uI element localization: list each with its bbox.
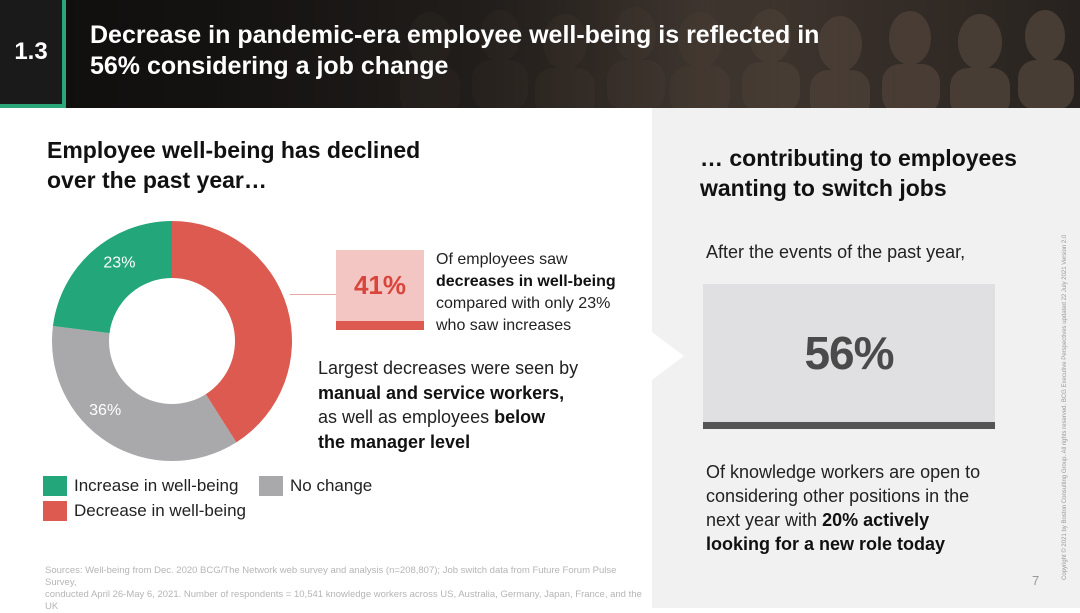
job-change-stat-box: 56% [703, 284, 995, 429]
legend-item-no-change: No change [259, 476, 372, 496]
sources-line2: conducted April 26-May 6, 2021. Number o… [45, 589, 642, 612]
largest-line1: Largest decreases were seen by [318, 358, 579, 378]
callout-line2: decreases in well-being [436, 273, 616, 290]
right-heading-line1: … contributing to employees [700, 145, 1017, 171]
copyright-notice: Copyright © 2021 by Boston Consulting Gr… [1062, 234, 1068, 580]
right-body-line1: Of knowledge workers are open to [706, 462, 981, 482]
legend-swatch-no-change [259, 476, 283, 496]
label-no-change: 36% [89, 402, 121, 419]
left-heading-line1: Employee well-being has declined [47, 137, 421, 163]
right-body-line2: considering other positions in the [706, 486, 970, 506]
section-badge: 1.3 [0, 0, 66, 108]
legend-item-decrease: Decrease in well-being [43, 501, 246, 521]
right-body-line3-bold: 20% actively [822, 510, 930, 530]
right-body-line4: looking for a new role today [706, 534, 946, 554]
after-events-text: After the events of the past year, [706, 242, 966, 262]
largest-line3-bold: below [494, 407, 546, 427]
job-change-description: Of knowledge workers are open to conside… [706, 460, 1026, 556]
callout-line1: Of employees saw [436, 251, 568, 268]
callout-line3: compared with only 23% [436, 295, 611, 312]
header-banner [0, 0, 1080, 108]
callout-line4: who saw increases [436, 317, 572, 334]
legend-swatch-increase [43, 476, 67, 496]
donut-chart-svg: 36% 23% [51, 221, 293, 462]
largest-line3: as well as employees [318, 407, 495, 427]
slice-no-change [51, 325, 237, 462]
panel-arrow-notch [652, 332, 684, 380]
callout-leader-line [290, 294, 336, 295]
sources-line1: Sources: Well-being from Dec. 2020 BCG/T… [45, 565, 617, 588]
label-increase: 23% [103, 254, 135, 271]
page-title-line1: Decrease in pandemic-era employee well-b… [90, 21, 820, 49]
right-body-line3: next year with [706, 510, 823, 530]
right-heading-line2: wanting to switch jobs [700, 175, 947, 201]
decrease-callout: Of employees saw decreases in well-being… [436, 249, 651, 337]
job-change-stat-value: 56% [804, 327, 894, 379]
section-number: 1.3 [14, 38, 48, 65]
decrease-value-bar [336, 321, 424, 330]
legend-item-increase: Increase in well-being [43, 476, 238, 496]
largest-line4: the manager level [318, 431, 471, 452]
left-heading: Employee well-being has declined over th… [47, 135, 477, 195]
legend-label-increase: Increase in well-being [74, 476, 239, 495]
largest-decreases-text: Largest decreases were seen by manual an… [318, 356, 618, 454]
sources-footnote: Sources: Well-being from Dec. 2020 BCG/T… [45, 565, 645, 613]
left-heading-line2: over the past year… [47, 167, 267, 193]
slice-decrease [172, 221, 293, 443]
right-heading: … contributing to employees wanting to s… [700, 143, 1060, 203]
legend-label-no-change: No change [290, 476, 373, 495]
slice-increase [52, 221, 172, 334]
decrease-value-box: 41% [336, 250, 424, 330]
largest-line2: manual and service workers, [318, 382, 565, 403]
decrease-value: 41% [353, 270, 407, 300]
legend-label-decrease: Decrease in well-being [74, 501, 246, 520]
legend-swatch-decrease [43, 501, 67, 521]
page-title: Decrease in pandemic-era employee well-b… [90, 20, 910, 82]
header-shade [0, 0, 1080, 108]
donut-chart: 36% 23% [40, 210, 310, 472]
page-number: 7 [1032, 573, 1040, 588]
page-title-line2: 56% considering a job change [90, 52, 449, 80]
